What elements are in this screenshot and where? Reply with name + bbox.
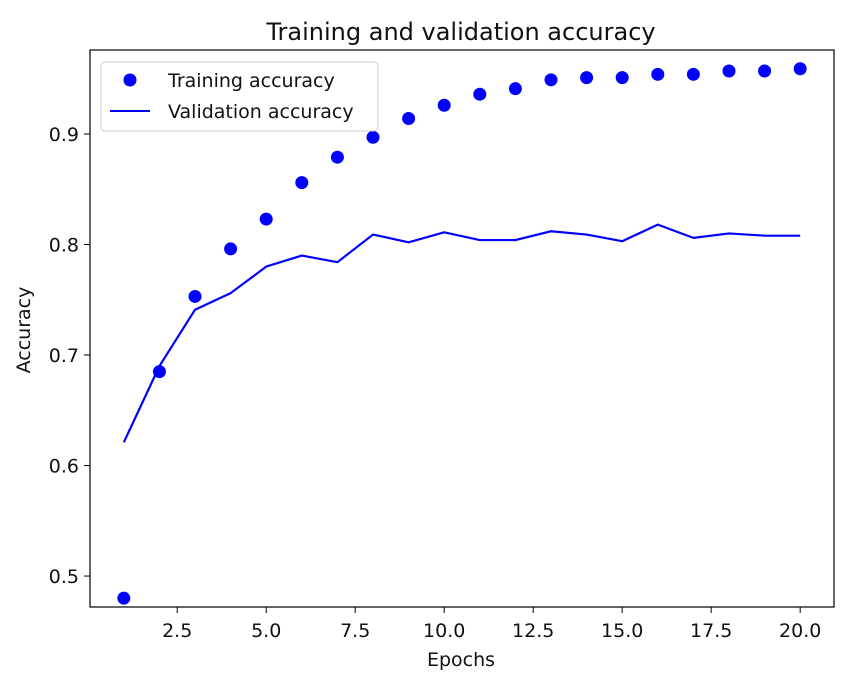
x-tick-label: 12.5 <box>512 620 554 642</box>
training-accuracy-point <box>402 112 416 126</box>
x-tick-label: 2.5 <box>162 620 192 642</box>
training-accuracy-point <box>508 82 522 96</box>
training-accuracy-point <box>259 212 273 226</box>
legend-marker-training <box>123 73 137 87</box>
training-accuracy-point <box>295 176 309 190</box>
training-accuracy-point <box>366 130 380 144</box>
training-accuracy-point <box>722 64 736 78</box>
y-tick-label: 0.8 <box>49 235 79 257</box>
y-tick-label: 0.9 <box>49 124 79 146</box>
training-accuracy-point <box>152 365 166 379</box>
training-accuracy-point <box>758 64 772 78</box>
series-layer <box>117 62 807 605</box>
legend-box <box>100 61 379 132</box>
legend-label-validation: Validation accuracy <box>168 101 354 123</box>
validation-accuracy-line <box>122 223 801 443</box>
plot-frame <box>89 49 835 608</box>
training-accuracy-point <box>544 73 558 87</box>
y-axis-label: Accuracy <box>13 287 35 374</box>
legend-label-training: Training accuracy <box>167 70 335 92</box>
training-accuracy-point <box>117 591 131 605</box>
training-accuracy-point <box>473 87 487 101</box>
training-accuracy-point <box>686 67 700 81</box>
x-axis-label: Epochs <box>427 649 495 671</box>
plot-area <box>89 49 835 608</box>
training-accuracy-point <box>615 71 629 85</box>
chart-title: Training and validation accuracy <box>265 18 655 46</box>
legend: Training accuracy Validation accuracy <box>100 61 379 132</box>
x-tick-label: 10.0 <box>423 620 465 642</box>
x-tick-label: 20.0 <box>779 620 821 642</box>
x-tick-label: 5.0 <box>251 620 281 642</box>
x-tick-label: 17.5 <box>690 620 732 642</box>
x-tick-label: 7.5 <box>340 620 370 642</box>
training-accuracy-point <box>188 289 202 303</box>
training-accuracy-point <box>437 98 451 112</box>
training-accuracy-point <box>330 150 344 164</box>
training-accuracy-point <box>793 62 807 76</box>
training-accuracy-point <box>651 67 665 81</box>
y-tick-label: 0.5 <box>49 566 79 588</box>
x-tick-label: 15.0 <box>601 620 643 642</box>
training-accuracy-point <box>224 242 238 256</box>
x-axis: 2.5 5.0 7.5 10.0 12.5 15.0 17.5 20.0 <box>162 607 821 642</box>
y-tick-label: 0.7 <box>49 345 79 367</box>
training-accuracy-point <box>580 71 594 85</box>
y-tick-label: 0.6 <box>49 456 79 478</box>
y-axis: 0.5 0.6 0.7 0.8 0.9 <box>49 124 90 588</box>
